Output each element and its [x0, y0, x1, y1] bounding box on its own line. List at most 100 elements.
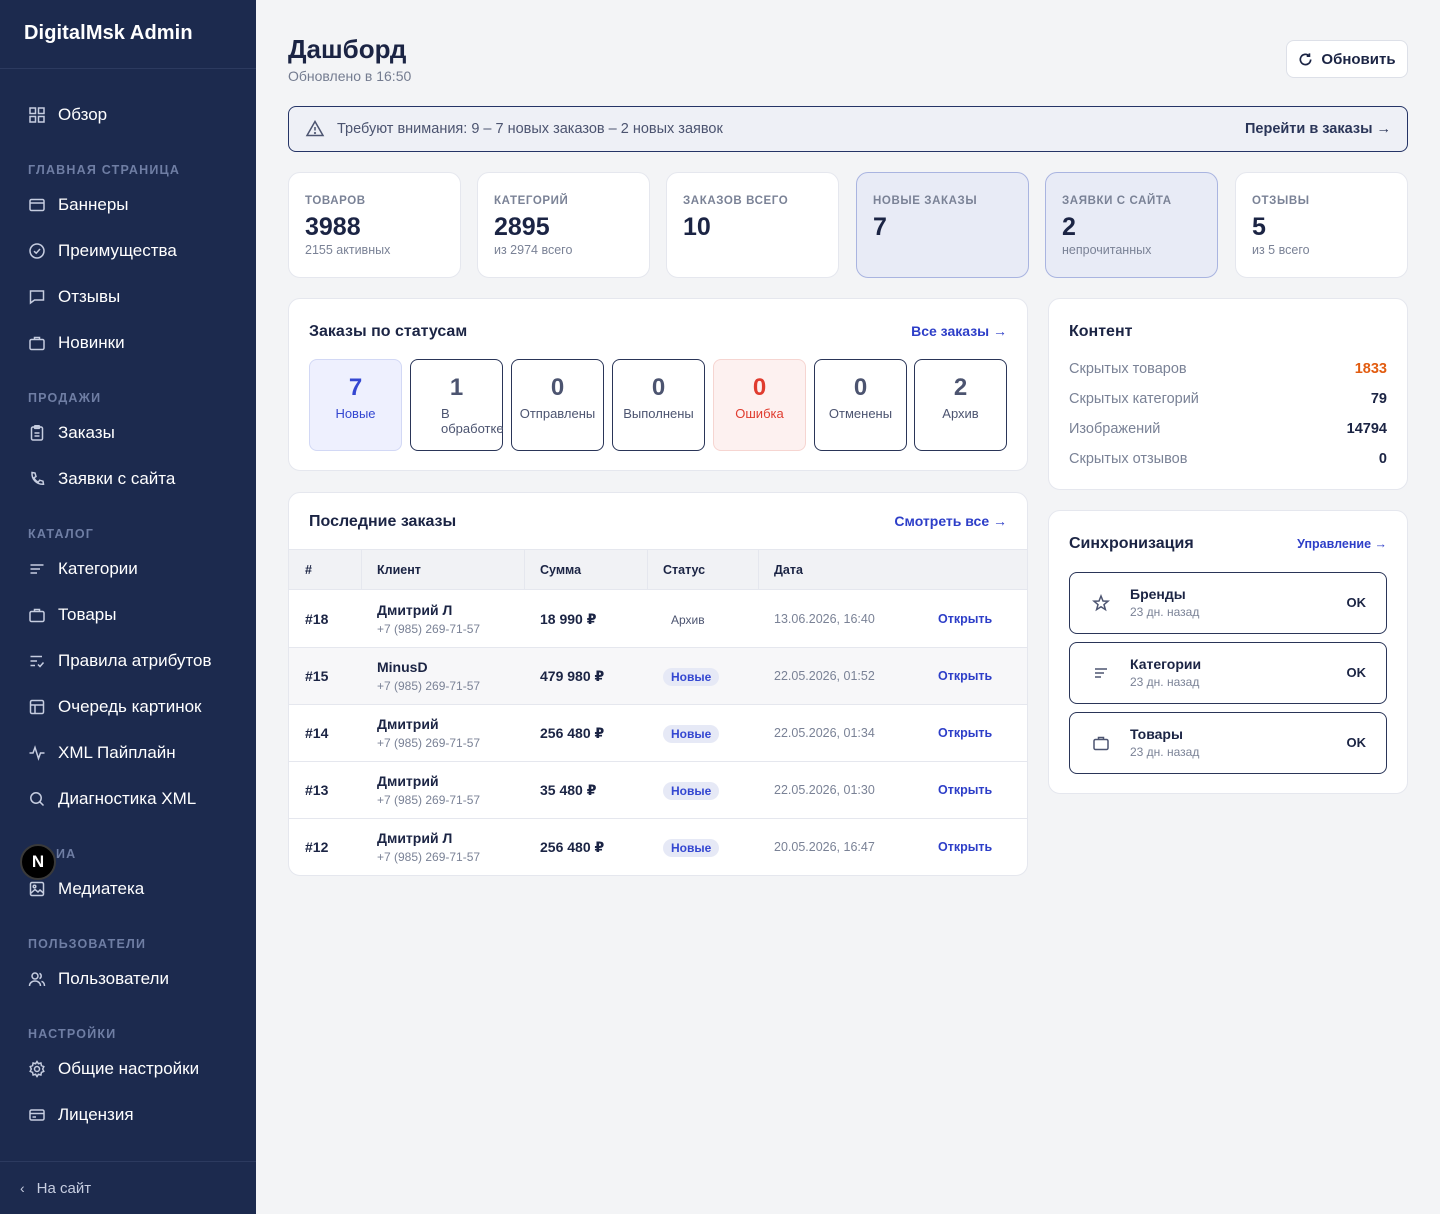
stat-card-categories[interactable]: КАТЕГОРИЙ 2895 из 2974 всего — [477, 172, 650, 278]
open-order-link[interactable]: Открыть — [938, 783, 993, 797]
refresh-button[interactable]: Обновить — [1286, 40, 1408, 78]
sidebar-item-image-queue[interactable]: Очередь картинок — [28, 695, 201, 719]
sync-manage-link[interactable]: Управление → — [1297, 537, 1387, 551]
sidebar-item-general-settings[interactable]: Общие настройки — [28, 1057, 199, 1081]
sidebar-item-xml-pipeline[interactable]: XML Пайплайн — [28, 741, 176, 765]
sidebar-item-xml-diagnostics[interactable]: Диагностика XML — [28, 787, 196, 811]
sidebar-item-label: Преимущества — [58, 241, 177, 260]
status-done[interactable]: 0 Выполнены — [612, 359, 705, 451]
order-id: #18 — [305, 611, 329, 627]
order-sum: 479 980 ₽ — [540, 668, 605, 684]
refresh-icon — [1299, 52, 1312, 65]
chat-icon — [28, 288, 46, 306]
open-order-link[interactable]: Открыть — [938, 612, 993, 626]
go-to-orders-link[interactable]: Перейти в заказы → — [1244, 121, 1391, 137]
order-date: 22.05.2026, 01:34 — [774, 726, 875, 740]
stat-card-products[interactable]: ТОВАРОВ 3988 2155 активных — [288, 172, 461, 278]
table-row[interactable]: #14 Дмитрий +7 (985) 269-71-57 256 480 ₽… — [289, 705, 1027, 762]
client-phone: +7 (985) 269-71-57 — [377, 793, 481, 807]
sidebar-item-label: Медиатека — [58, 879, 145, 898]
open-order-link[interactable]: Открыть — [938, 726, 993, 740]
sidebar-item-categories[interactable]: Категории — [28, 557, 138, 581]
image-icon — [28, 880, 46, 898]
warning-icon — [305, 119, 325, 137]
back-to-site-link[interactable]: ‹ На сайт — [0, 1161, 256, 1214]
sidebar-item-label: Товары — [58, 605, 117, 624]
content-row: Скрытых товаров 1833 — [1069, 361, 1387, 377]
table-header: # Клиент Сумма Статус Дата — [289, 549, 1027, 590]
sync-item-categories[interactable]: Категории 23 дн. назад OK — [1069, 642, 1387, 704]
column-header: Дата — [774, 563, 803, 577]
sidebar-item-attribute-rules[interactable]: Правила атрибутов — [28, 649, 212, 673]
stat-card-site-requests[interactable]: ЗАЯВКИ С САЙТА 2 непрочитанных — [1045, 172, 1218, 278]
sync-item-products[interactable]: Товары 23 дн. назад OK — [1069, 712, 1387, 774]
status-processing[interactable]: 1 В обработке — [410, 359, 504, 451]
orders-by-status-card: Заказы по статусам Все заказы → 7 Новые … — [288, 298, 1028, 471]
sidebar-item-label: Категории — [58, 559, 138, 578]
sync-status: OK — [1346, 735, 1367, 750]
sidebar-item-media-library[interactable]: Медиатека — [28, 877, 144, 901]
section-sales: ПРОДАЖИ — [28, 391, 102, 405]
status-sent[interactable]: 0 Отправлены — [511, 359, 604, 451]
attention-alert: Требуют внимания: 9 – 7 новых заказов – … — [288, 106, 1408, 152]
table-row[interactable]: #15 MinusD +7 (985) 269-71-57 479 980 ₽ … — [289, 648, 1027, 705]
content-row: Скрытых категорий 79 — [1069, 391, 1387, 407]
client-phone: +7 (985) 269-71-57 — [377, 622, 481, 636]
open-order-link[interactable]: Открыть — [938, 840, 993, 854]
order-date: 13.06.2026, 16:40 — [774, 612, 875, 626]
back-to-site-label: На сайт — [36, 1179, 92, 1197]
briefcase-icon — [1092, 734, 1110, 752]
column-header: Сумма — [540, 563, 582, 577]
sidebar-item-overview[interactable]: Обзор — [28, 103, 107, 127]
sidebar-item-products[interactable]: Товары — [28, 603, 116, 627]
sidebar-item-label: Лицензия — [58, 1105, 134, 1124]
sidebar-item-label: Общие настройки — [58, 1059, 200, 1078]
stat-label: ЗАКАЗОВ ВСЕГО — [683, 195, 789, 207]
status-new[interactable]: 7 Новые — [309, 359, 402, 451]
status-cancelled[interactable]: 0 Отменены — [814, 359, 907, 451]
sidebar-item-label: Пользователи — [58, 969, 169, 988]
client-name: Дмитрий Л — [377, 830, 453, 846]
sidebar-item-label: Очередь картинок — [58, 697, 202, 716]
stat-sub: 2155 активных — [305, 243, 391, 257]
open-order-link[interactable]: Открыть — [938, 669, 993, 683]
all-orders-link[interactable]: Все заказы → — [911, 323, 1007, 339]
status-count: 1 — [449, 374, 464, 401]
sidebar-item-users[interactable]: Пользователи — [28, 967, 169, 991]
sync-ago: 23 дн. назад — [1130, 675, 1200, 689]
sidebar-item-advantages[interactable]: Преимущества — [28, 239, 177, 263]
stat-value: 10 — [683, 213, 711, 241]
sync-item-brands[interactable]: Бренды 23 дн. назад OK — [1069, 572, 1387, 634]
stat-card-reviews[interactable]: ОТЗЫВЫ 5 из 5 всего — [1235, 172, 1408, 278]
sidebar-item-license[interactable]: Лицензия — [28, 1103, 134, 1127]
sidebar-item-banners[interactable]: Баннеры — [28, 193, 129, 217]
app-badge[interactable]: N — [20, 844, 56, 880]
table-row[interactable]: #12 Дмитрий Л +7 (985) 269-71-57 256 480… — [289, 819, 1027, 875]
stat-card-orders-total[interactable]: ЗАКАЗОВ ВСЕГО 10 — [666, 172, 839, 278]
sidebar-item-reviews[interactable]: Отзывы — [28, 285, 120, 309]
content-value: 14794 — [1346, 421, 1387, 437]
client-name: Дмитрий Л — [377, 602, 453, 618]
sync-status: OK — [1346, 595, 1367, 610]
view-all-orders-link[interactable]: Смотреть все → — [894, 513, 1007, 529]
stat-card-new-orders[interactable]: НОВЫЕ ЗАКАЗЫ 7 — [856, 172, 1029, 278]
status-badge: Новые — [663, 839, 720, 857]
check-circle-icon — [28, 242, 46, 260]
status-error[interactable]: 0 Ошибка — [713, 359, 806, 451]
status-archive[interactable]: 2 Архив — [914, 359, 1007, 451]
content-value: 1833 — [1354, 361, 1387, 377]
sidebar-item-requests[interactable]: Заявки с сайта — [28, 467, 175, 491]
chevron-left-icon: ‹ — [20, 1180, 25, 1196]
sidebar-item-novelties[interactable]: Новинки — [28, 331, 125, 355]
sidebar-item-label: Баннеры — [58, 195, 129, 214]
table-row[interactable]: #13 Дмитрий +7 (985) 269-71-57 35 480 ₽ … — [289, 762, 1027, 819]
banner-icon — [28, 196, 46, 214]
sidebar-item-orders[interactable]: Заказы — [28, 421, 115, 445]
table-row[interactable]: #18 Дмитрий Л +7 (985) 269-71-57 18 990 … — [289, 591, 1027, 648]
column-header: # — [305, 563, 312, 577]
section-catalog: КАТАЛОГ — [28, 527, 95, 541]
sync-name: Категории — [1130, 656, 1202, 672]
sync-ago: 23 дн. назад — [1130, 605, 1200, 619]
client-phone: +7 (985) 269-71-57 — [377, 736, 481, 750]
list-check-icon — [28, 652, 46, 670]
